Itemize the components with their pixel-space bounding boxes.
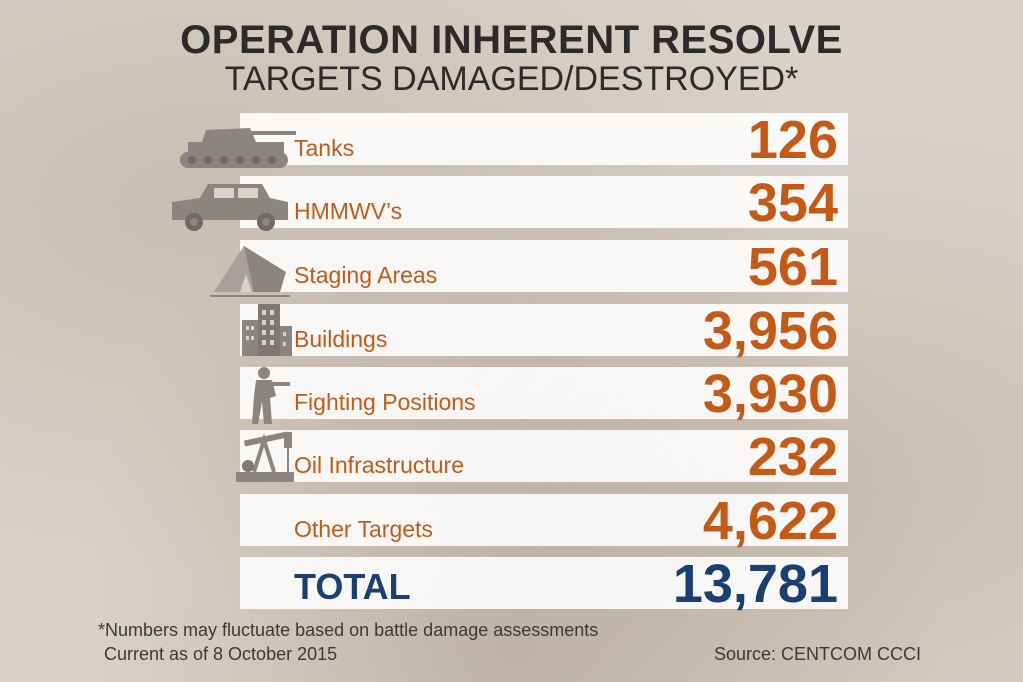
current-date: Current as of 8 October 2015 xyxy=(104,644,338,664)
table-row: Buildings 3,956 xyxy=(240,302,848,360)
table-row: Oil Infrastructure 232 xyxy=(240,428,848,486)
row-value: 232 xyxy=(747,427,838,487)
oil-pump-icon xyxy=(234,426,296,491)
row-value: 126 xyxy=(747,110,838,170)
total-row: TOTAL 13,781 xyxy=(240,555,848,613)
row-label: Staging Areas xyxy=(294,262,438,288)
total-value: 13,781 xyxy=(672,554,838,614)
row-label: Oil Infrastructure xyxy=(294,452,464,478)
row-label: HMMWV’s xyxy=(294,198,403,224)
table-row: HMMWV’s 354 xyxy=(240,174,848,232)
row-value: 3,930 xyxy=(702,364,838,424)
row-label: Fighting Positions xyxy=(294,389,476,415)
table-row: Staging Areas 561 xyxy=(240,238,848,296)
row-label: Other Targets xyxy=(294,516,433,542)
row-label: Buildings xyxy=(294,326,388,352)
row-label: Tanks xyxy=(294,135,355,161)
table-row: Other Targets 4,622 xyxy=(240,492,848,550)
tank-icon xyxy=(178,122,298,177)
humvee-icon xyxy=(170,182,292,237)
soldier-icon xyxy=(246,366,290,431)
table-row: Tanks 126 xyxy=(240,111,848,169)
row-value: 354 xyxy=(747,173,838,233)
tent-icon xyxy=(210,242,290,303)
chart-title: OPERATION INHERENT RESOLVE xyxy=(180,18,843,62)
buildings-icon xyxy=(238,302,294,363)
total-label: TOTAL xyxy=(294,566,411,607)
row-value: 3,956 xyxy=(702,301,838,361)
chart-subtitle: TARGETS DAMAGED/DESTROYED* xyxy=(224,60,799,98)
row-value: 561 xyxy=(747,237,838,297)
row-value: 4,622 xyxy=(702,491,838,551)
footnote: *Numbers may fluctuate based on battle d… xyxy=(98,620,599,640)
table-row: Fighting Positions 3,930 xyxy=(240,365,848,423)
source-credit: Source: CENTCOM CCCI xyxy=(714,644,922,664)
